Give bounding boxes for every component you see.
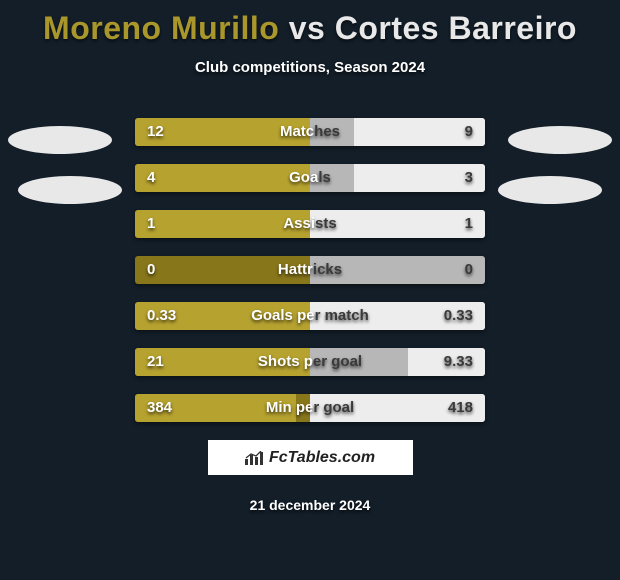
team-oval bbox=[508, 126, 612, 154]
vs-text: vs bbox=[289, 10, 326, 46]
stat-row: Hattricks00 bbox=[135, 256, 485, 284]
stats-bars: Matches129 Goals43 Assists11 Hattricks00 Goa… bbox=[135, 118, 485, 422]
team-oval bbox=[18, 176, 122, 204]
stat-row: Shots per goal219.33 bbox=[135, 348, 485, 376]
subtitle: Club competitions, Season 2024 bbox=[0, 59, 620, 76]
chart-icon bbox=[245, 451, 263, 465]
date-text: 21 december 2024 bbox=[0, 497, 620, 513]
player2-name: Cortes Barreiro bbox=[335, 10, 577, 46]
team-oval bbox=[8, 126, 112, 154]
player1-name: Moreno Murillo bbox=[43, 10, 279, 46]
stat-row: Assists11 bbox=[135, 210, 485, 238]
stat-row: Matches129 bbox=[135, 118, 485, 146]
comparison-title: Moreno Murillo vs Cortes Barreiro bbox=[0, 0, 620, 47]
stat-row: Goals43 bbox=[135, 164, 485, 192]
team-oval bbox=[498, 176, 602, 204]
branding-text: FcTables.com bbox=[269, 449, 375, 467]
stat-row: Goals per match0.330.33 bbox=[135, 302, 485, 330]
stats-container: Matches129 Goals43 Assists11 Hattricks00 Goa… bbox=[0, 118, 620, 513]
branding-badge: FcTables.com bbox=[208, 440, 413, 475]
stat-row: Min per goal384418 bbox=[135, 394, 485, 422]
